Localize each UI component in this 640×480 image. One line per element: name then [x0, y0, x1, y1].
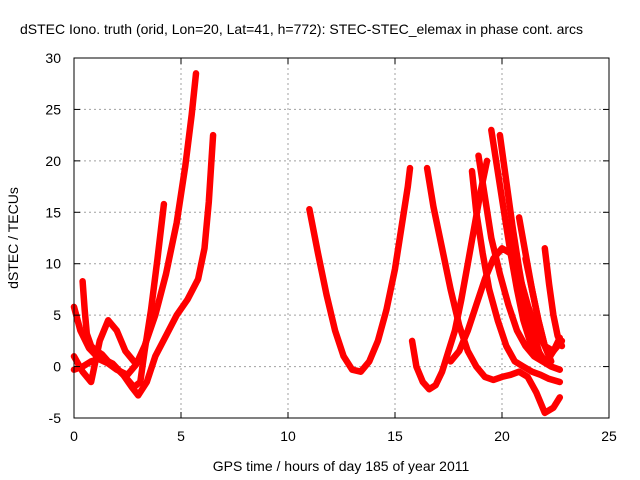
- chart-title: dSTEC Iono. truth (orid, Lon=20, Lat=41,…: [20, 21, 583, 37]
- series-layer: [70, 70, 566, 417]
- y-tick-label: 20: [45, 153, 61, 169]
- y-tick-label: 30: [45, 50, 61, 66]
- series-arc16: [530, 332, 564, 365]
- series-arc8: [468, 167, 564, 386]
- ticks: 0 5 10 15 20 25 -5 0 5 10 15 20 25 30: [45, 50, 617, 444]
- x-tick-label: 5: [177, 428, 185, 444]
- x-tick-label: 10: [280, 428, 296, 444]
- series-arc14: [522, 255, 555, 365]
- y-tick-label: 25: [45, 101, 61, 117]
- series-arc4: [70, 317, 138, 386]
- series-arc3: [79, 200, 168, 391]
- y-tick-label: -5: [49, 410, 62, 426]
- series-arc11: [488, 126, 540, 360]
- series-arc15: [541, 245, 566, 350]
- x-tick-label: 20: [494, 428, 510, 444]
- y-tick-label: 15: [45, 204, 61, 220]
- y-tick-label: 5: [53, 307, 61, 323]
- y-axis-label: dSTEC / TECUs: [5, 187, 21, 289]
- x-tick-label: 25: [601, 428, 617, 444]
- series-arc7: [423, 164, 564, 417]
- series-arc1: [70, 70, 200, 379]
- plot-frame: [73, 57, 610, 419]
- x-tick-label: 15: [387, 428, 403, 444]
- y-tick-label: 0: [53, 359, 61, 375]
- x-axis-label: GPS time / hours of day 185 of year 2011: [213, 458, 470, 474]
- y-tick-label: 10: [45, 256, 61, 272]
- series-arc6: [408, 157, 491, 393]
- series-arc5: [306, 164, 414, 375]
- x-tick-label: 0: [70, 428, 78, 444]
